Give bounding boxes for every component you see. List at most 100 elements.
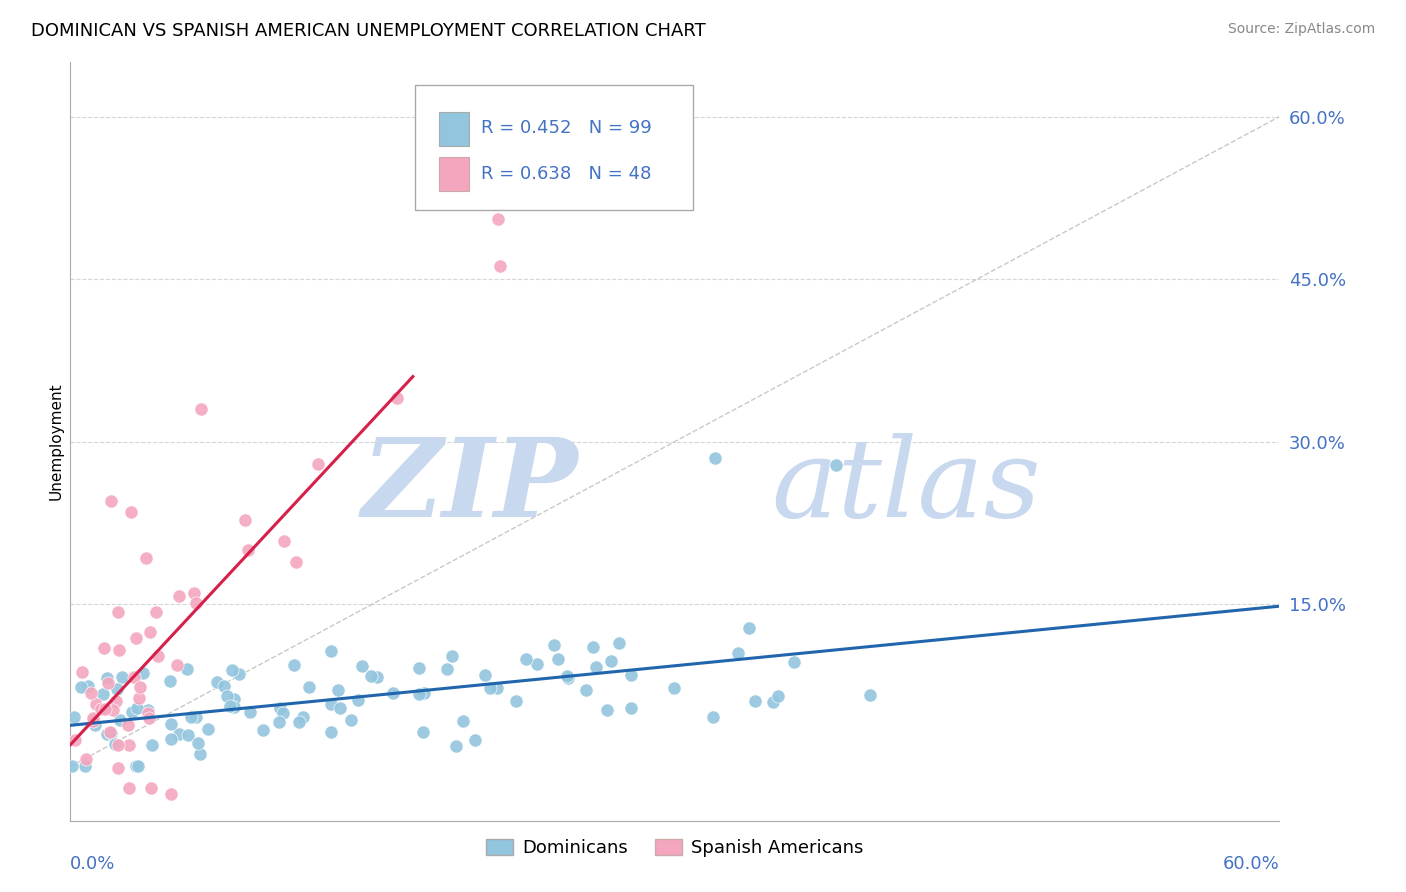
- Point: [125, 632, 148, 646]
- Point: [620, 668, 643, 682]
- Point: [122, 670, 145, 684]
- Point: [269, 701, 291, 715]
- Point: [486, 212, 509, 227]
- Point: [141, 738, 163, 752]
- Point: [180, 710, 202, 724]
- Point: [486, 681, 509, 695]
- Point: [100, 726, 122, 740]
- Point: [340, 713, 363, 727]
- Point: [75, 752, 97, 766]
- Point: [73, 759, 96, 773]
- Point: [446, 739, 468, 753]
- Point: [63, 732, 86, 747]
- Point: [187, 736, 209, 750]
- Point: [184, 596, 207, 610]
- Legend: Dominicans, Spanish Americans: Dominicans, Spanish Americans: [479, 832, 870, 864]
- Point: [207, 674, 229, 689]
- Point: [145, 605, 167, 619]
- Point: [118, 738, 141, 752]
- Point: [111, 670, 134, 684]
- Point: [252, 723, 274, 738]
- Point: [136, 703, 159, 717]
- Point: [307, 457, 329, 471]
- Point: [96, 671, 118, 685]
- Point: [298, 680, 321, 694]
- Point: [347, 693, 370, 707]
- Point: [167, 727, 190, 741]
- Point: [212, 680, 235, 694]
- Point: [83, 717, 105, 731]
- Text: 60.0%: 60.0%: [1223, 855, 1279, 872]
- Point: [128, 690, 150, 705]
- Point: [222, 692, 245, 706]
- Point: [117, 781, 139, 796]
- Point: [188, 747, 211, 762]
- Point: [80, 686, 103, 700]
- Point: [596, 703, 619, 717]
- Point: [132, 666, 155, 681]
- FancyBboxPatch shape: [415, 85, 693, 211]
- Point: [160, 787, 183, 801]
- Point: [283, 658, 305, 673]
- Point: [273, 533, 295, 548]
- Point: [413, 686, 436, 700]
- Point: [98, 725, 121, 739]
- Point: [129, 681, 152, 695]
- Point: [360, 668, 382, 682]
- Point: [176, 662, 198, 676]
- Point: [136, 707, 159, 722]
- Point: [217, 690, 239, 704]
- Point: [599, 655, 621, 669]
- Point: [96, 727, 118, 741]
- Point: [238, 543, 260, 558]
- Point: [382, 686, 405, 700]
- Point: [107, 605, 129, 619]
- Point: [183, 586, 205, 600]
- Point: [228, 667, 250, 681]
- Point: [385, 391, 408, 405]
- Point: [184, 710, 207, 724]
- Point: [63, 709, 86, 723]
- Point: [77, 679, 100, 693]
- Point: [464, 732, 486, 747]
- Bar: [439, 157, 470, 191]
- Point: [319, 697, 342, 711]
- Point: [662, 681, 685, 696]
- Point: [190, 402, 212, 417]
- Point: [91, 687, 114, 701]
- Point: [233, 513, 256, 527]
- Point: [474, 668, 496, 682]
- Point: [93, 640, 115, 655]
- Text: DOMINICAN VS SPANISH AMERICAN UNEMPLOYMENT CORRELATION CHART: DOMINICAN VS SPANISH AMERICAN UNEMPLOYME…: [31, 22, 706, 40]
- Point: [488, 259, 510, 273]
- Point: [271, 706, 294, 720]
- Point: [744, 694, 766, 708]
- Point: [135, 551, 157, 566]
- Point: [72, 665, 94, 679]
- Point: [127, 759, 149, 773]
- Text: R = 0.452   N = 99: R = 0.452 N = 99: [481, 120, 652, 137]
- Point: [267, 715, 290, 730]
- Point: [555, 669, 578, 683]
- Point: [139, 781, 162, 796]
- Point: [366, 670, 388, 684]
- Point: [160, 717, 183, 731]
- Point: [319, 725, 342, 739]
- Point: [620, 701, 643, 715]
- Point: [762, 695, 785, 709]
- Point: [89, 702, 111, 716]
- Point: [82, 714, 104, 728]
- Point: [107, 739, 129, 753]
- Text: Source: ZipAtlas.com: Source: ZipAtlas.com: [1227, 22, 1375, 37]
- Point: [197, 722, 219, 736]
- Point: [526, 657, 548, 672]
- Point: [160, 732, 183, 747]
- Point: [60, 759, 83, 773]
- Point: [105, 681, 128, 696]
- Point: [100, 494, 122, 508]
- Point: [436, 662, 458, 676]
- Point: [329, 701, 352, 715]
- Text: R = 0.638   N = 48: R = 0.638 N = 48: [481, 165, 652, 183]
- Point: [117, 717, 139, 731]
- Text: atlas: atlas: [772, 434, 1042, 541]
